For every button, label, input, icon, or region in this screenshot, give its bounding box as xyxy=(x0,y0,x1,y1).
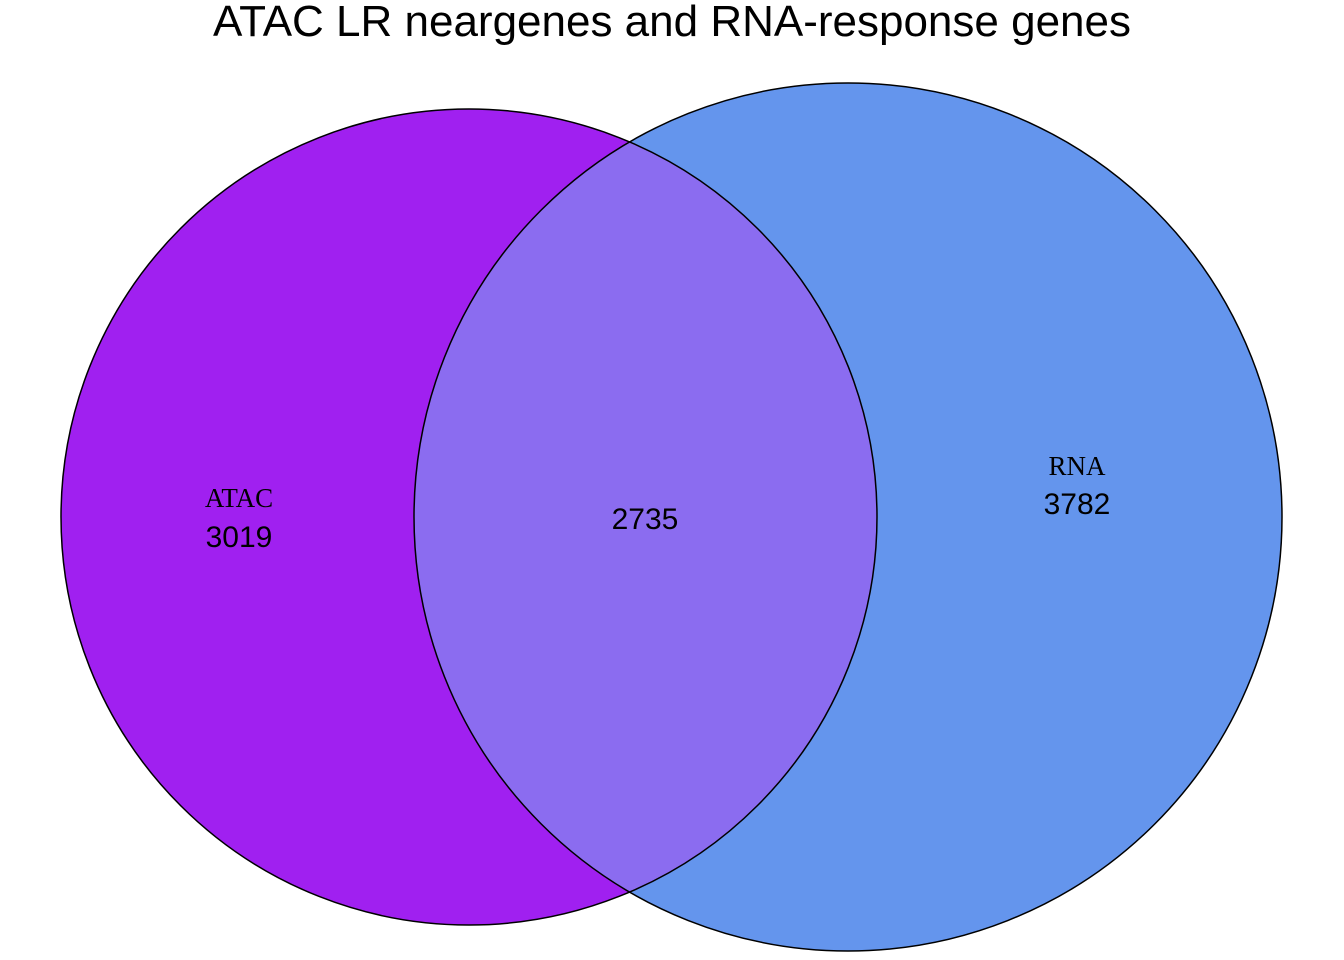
atac-set-label: ATAC xyxy=(205,483,273,513)
atac-only-count: 3019 xyxy=(206,521,273,554)
diagram-title: ATAC LR neargenes and RNA-response genes xyxy=(213,0,1131,46)
intersection-region xyxy=(414,109,877,925)
rna-set-outline xyxy=(413,82,1283,952)
intersection-count: 2735 xyxy=(612,503,679,536)
atac-set-outline xyxy=(60,108,878,926)
rna-set-label: RNA xyxy=(1048,451,1106,481)
rna-only-count: 3782 xyxy=(1044,488,1111,521)
